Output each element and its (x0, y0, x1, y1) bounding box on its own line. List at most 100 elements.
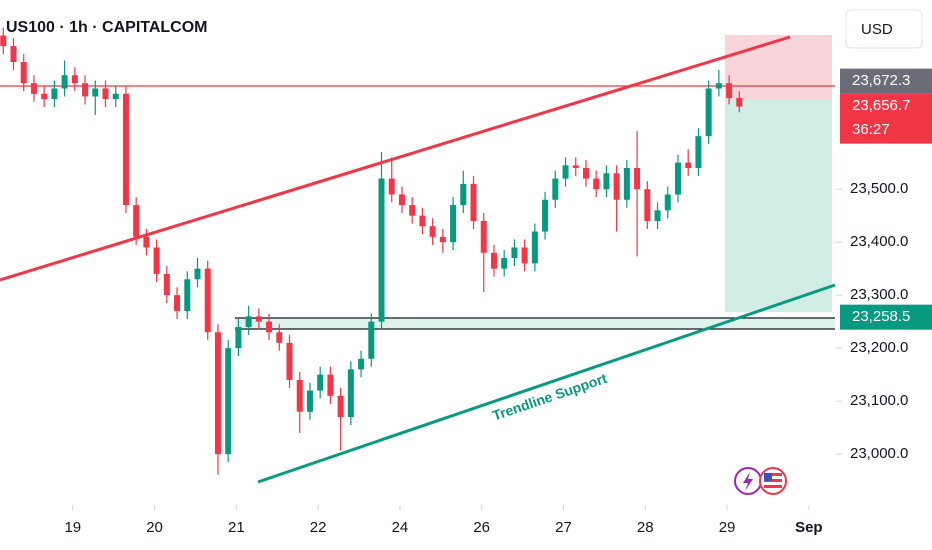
candles (0, 27, 743, 475)
candle-body (726, 83, 733, 99)
x-tick-label: 27 (555, 519, 572, 536)
candle-body (296, 379, 303, 412)
support-zone (235, 318, 835, 329)
axes: 23,000.0 23,100.0 23,200.0 23,300.0 23,400.0… (64, 68, 932, 536)
candle-body (327, 374, 334, 396)
candle-body (521, 247, 528, 264)
candle-body (337, 395, 344, 418)
candle-body (10, 46, 17, 62)
candle-body (20, 61, 27, 84)
candle-body (613, 173, 620, 200)
candle-body (582, 167, 589, 179)
candle-body (112, 93, 119, 100)
y-tick-label: 23,000.0 (850, 445, 908, 462)
candle-body (460, 183, 467, 206)
x-tick-label: 29 (719, 519, 736, 536)
flag-stripe (764, 473, 782, 476)
y-tick-label: 23,100.0 (850, 392, 908, 409)
x-tick-label: 22 (310, 519, 327, 536)
candle-body (562, 165, 569, 179)
candle-body (214, 332, 221, 455)
candle-body (572, 165, 579, 168)
y-tick-label: 23,300.0 (850, 286, 908, 303)
candle-body (71, 75, 78, 84)
candle-body (153, 247, 160, 274)
candle-body (194, 268, 201, 280)
candle-body (470, 183, 477, 221)
currency: USD (861, 21, 893, 38)
flag-canton (764, 473, 772, 481)
candle-body (531, 231, 538, 264)
x-tick-label: 24 (392, 519, 409, 536)
target-zone (725, 100, 832, 312)
candle-body (368, 321, 375, 359)
chart-title: US100 · 1h · CAPITALCOM (6, 19, 208, 36)
candle-body (317, 374, 324, 391)
lightning-glyph (743, 472, 753, 491)
x-tick-label: Sep (795, 519, 823, 536)
candle-body (705, 88, 712, 137)
candle-body (30, 83, 37, 94)
drawings (0, 35, 835, 330)
candle-body (358, 358, 365, 370)
candle-body (184, 279, 191, 312)
candle-body (92, 88, 99, 97)
candle-body (654, 210, 661, 221)
countdown: 36:27 (852, 121, 890, 138)
trendline-support (257, 283, 836, 484)
candle-body (685, 162, 692, 168)
x-tick-label: 20 (146, 519, 163, 536)
candle-body (490, 252, 497, 269)
price-marker (840, 304, 932, 330)
candle-body (306, 390, 313, 412)
candle-body (715, 83, 722, 89)
y-tick-label: 23,500.0 (850, 180, 908, 197)
candle-body (542, 199, 549, 232)
candle-body (122, 93, 129, 206)
x-tick-label: 26 (473, 519, 490, 536)
candle-body (501, 258, 508, 269)
candle-body (450, 205, 457, 243)
candle-body (603, 173, 610, 190)
y-tick-label: 23,400.0 (850, 233, 908, 250)
price-marker-label: 23,672.3 (852, 72, 910, 89)
price-marker (840, 68, 932, 94)
candle-body (736, 98, 743, 107)
x-tick-label: 19 (64, 519, 81, 536)
candle-body (623, 167, 630, 200)
candle-body (674, 162, 681, 195)
candle-body (255, 316, 262, 322)
price-marker-label: 23,656.7 (852, 97, 910, 114)
candle-body (133, 205, 140, 237)
candle-body (266, 321, 273, 333)
candle-body (143, 236, 150, 248)
candle-body (429, 226, 436, 237)
candle-body (552, 178, 559, 200)
candle-body (61, 75, 68, 89)
candle-body (347, 369, 354, 418)
x-tick-label: 21 (228, 519, 245, 536)
candle-body (41, 93, 48, 100)
candle-body (163, 273, 170, 296)
candle-body (245, 316, 252, 327)
candle-body (480, 220, 487, 253)
candle-body (593, 178, 600, 190)
candle-body (511, 247, 518, 259)
rising-channel-top (0, 35, 791, 282)
candle-body (276, 332, 283, 343)
candle-body (286, 342, 293, 380)
candle-body (409, 205, 416, 216)
candle-body (388, 178, 395, 195)
currency-box[interactable] (845, 9, 923, 49)
candle-body (664, 194, 671, 211)
candle-body (82, 83, 89, 97)
price-marker (840, 93, 932, 144)
candle-body (644, 189, 651, 221)
candle-body (378, 178, 385, 322)
candle-body (419, 215, 426, 227)
candle-body (204, 268, 211, 333)
candle-body (398, 194, 405, 206)
candle-body (695, 136, 702, 168)
candle-body (102, 88, 109, 100)
